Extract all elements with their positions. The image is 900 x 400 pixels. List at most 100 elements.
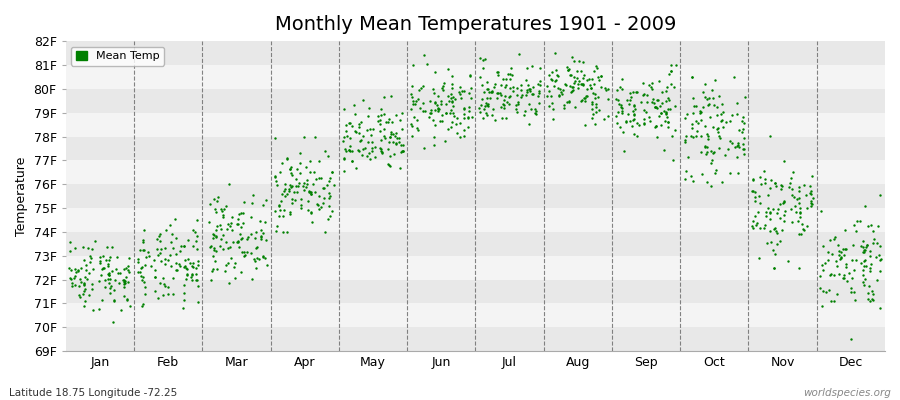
Bar bbox=[66, 304, 885, 327]
Point bbox=[858, 202, 872, 209]
Point bbox=[224, 255, 238, 262]
Point bbox=[292, 160, 307, 166]
Point bbox=[773, 237, 788, 244]
Point bbox=[626, 103, 641, 110]
Point bbox=[324, 208, 338, 215]
Point bbox=[117, 293, 131, 300]
Point bbox=[866, 296, 880, 303]
Point bbox=[290, 166, 304, 172]
Point bbox=[497, 102, 511, 108]
Point bbox=[120, 295, 134, 302]
Point bbox=[157, 291, 171, 298]
Point bbox=[62, 265, 77, 272]
Point bbox=[439, 110, 454, 116]
Point bbox=[776, 200, 790, 206]
Point bbox=[715, 178, 729, 185]
Point bbox=[795, 230, 809, 237]
Point bbox=[328, 182, 342, 188]
Point bbox=[444, 94, 458, 101]
Point bbox=[301, 207, 315, 214]
Point bbox=[363, 126, 377, 132]
Point bbox=[528, 110, 543, 116]
Point bbox=[845, 256, 859, 263]
Point bbox=[368, 154, 382, 160]
Point bbox=[637, 120, 652, 126]
Point bbox=[565, 84, 580, 91]
Point bbox=[138, 291, 152, 297]
Point bbox=[790, 217, 805, 224]
Point bbox=[454, 120, 468, 126]
Point bbox=[325, 169, 339, 176]
Point bbox=[664, 68, 679, 74]
Point bbox=[311, 158, 326, 164]
Point bbox=[866, 228, 880, 234]
Point bbox=[626, 130, 641, 137]
Point bbox=[76, 280, 91, 287]
Point bbox=[405, 123, 419, 130]
Point bbox=[690, 120, 705, 126]
Point bbox=[792, 194, 806, 201]
Point bbox=[853, 218, 868, 224]
Point bbox=[737, 94, 751, 100]
Point bbox=[730, 111, 744, 117]
Point bbox=[248, 245, 263, 252]
Point bbox=[274, 198, 288, 204]
Point bbox=[256, 202, 270, 208]
Point bbox=[457, 88, 472, 94]
Point bbox=[598, 85, 612, 92]
Point bbox=[102, 280, 116, 286]
Point bbox=[694, 149, 708, 155]
Point bbox=[208, 258, 222, 264]
Point bbox=[301, 198, 315, 204]
Point bbox=[176, 264, 191, 270]
Point bbox=[540, 82, 554, 89]
Point bbox=[357, 145, 372, 152]
Point bbox=[861, 296, 876, 302]
Point bbox=[767, 264, 781, 271]
Point bbox=[388, 133, 402, 139]
Bar bbox=[66, 41, 885, 65]
Point bbox=[95, 265, 110, 272]
Point bbox=[821, 249, 835, 256]
Point bbox=[768, 180, 782, 187]
Point bbox=[135, 237, 149, 243]
Point bbox=[345, 158, 359, 164]
Point bbox=[684, 74, 698, 80]
Point bbox=[598, 116, 612, 122]
Point bbox=[711, 125, 725, 132]
Point bbox=[362, 105, 376, 112]
Point bbox=[254, 236, 268, 242]
Point bbox=[86, 266, 101, 272]
Point bbox=[522, 121, 536, 128]
Point bbox=[753, 174, 768, 180]
Point bbox=[614, 104, 628, 110]
Point bbox=[272, 202, 286, 209]
Point bbox=[832, 256, 847, 262]
Point bbox=[428, 134, 442, 141]
Point bbox=[310, 200, 324, 207]
Point bbox=[230, 238, 244, 245]
Point bbox=[352, 120, 366, 127]
Point bbox=[785, 191, 799, 198]
Point bbox=[778, 208, 793, 214]
Point bbox=[796, 226, 811, 233]
Point bbox=[320, 182, 335, 188]
Point bbox=[216, 214, 230, 221]
Point bbox=[210, 223, 224, 230]
Point bbox=[275, 190, 290, 197]
Point bbox=[438, 101, 453, 108]
Point bbox=[396, 142, 410, 148]
Point bbox=[571, 81, 585, 88]
Point bbox=[590, 93, 605, 100]
Point bbox=[231, 244, 246, 250]
Point bbox=[336, 138, 350, 144]
Point bbox=[472, 54, 487, 61]
Point bbox=[269, 228, 284, 234]
Point bbox=[821, 257, 835, 264]
Point bbox=[213, 236, 228, 242]
Point bbox=[862, 253, 877, 260]
Point bbox=[435, 112, 449, 118]
Point bbox=[236, 220, 250, 226]
Point bbox=[869, 277, 884, 284]
Point bbox=[770, 183, 784, 190]
